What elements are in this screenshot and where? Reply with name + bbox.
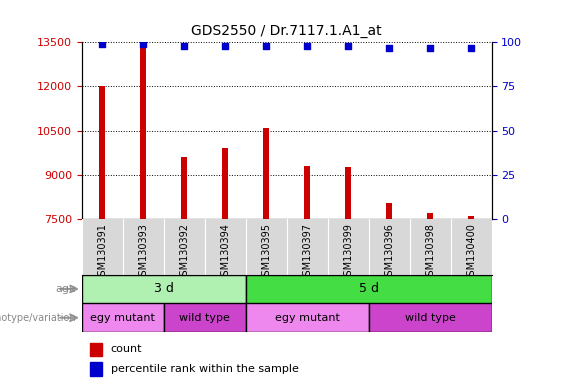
Point [180, 43, 189, 49]
Bar [345, 167, 351, 219]
Text: GSM130397: GSM130397 [302, 223, 312, 282]
Text: GSM130394: GSM130394 [220, 223, 231, 282]
Bar [140, 44, 146, 219]
Text: GSM130399: GSM130399 [343, 223, 353, 282]
Point [262, 43, 271, 49]
Bar [82, 275, 246, 303]
Text: wild type: wild type [405, 313, 455, 323]
Bar [246, 275, 492, 303]
Bar [263, 127, 270, 219]
Text: egy mutant: egy mutant [275, 313, 340, 323]
Bar [386, 203, 392, 219]
Bar [369, 303, 492, 332]
Text: GSM130398: GSM130398 [425, 223, 435, 282]
Bar [468, 216, 474, 219]
Text: GSM130393: GSM130393 [138, 223, 149, 282]
Bar [181, 157, 188, 219]
Point [98, 41, 107, 47]
Bar [82, 303, 164, 332]
Bar [304, 166, 310, 219]
Point [425, 45, 434, 51]
Bar [99, 86, 106, 219]
Text: GSM130391: GSM130391 [97, 223, 107, 282]
Title: GDS2550 / Dr.7117.1.A1_at: GDS2550 / Dr.7117.1.A1_at [192, 25, 382, 38]
Point [139, 41, 148, 47]
Bar [246, 303, 369, 332]
Point [467, 45, 476, 51]
Text: egy mutant: egy mutant [90, 313, 155, 323]
Text: percentile rank within the sample: percentile rank within the sample [111, 364, 298, 374]
Point [344, 43, 353, 49]
Bar [90, 343, 102, 356]
Point [385, 45, 394, 51]
Point [221, 43, 230, 49]
Bar [164, 303, 246, 332]
Text: GSM130396: GSM130396 [384, 223, 394, 282]
Point [303, 43, 312, 49]
Text: GSM130400: GSM130400 [466, 223, 476, 282]
Bar [90, 362, 102, 376]
Text: GSM130392: GSM130392 [179, 223, 189, 282]
Bar [222, 148, 228, 219]
Bar [427, 213, 433, 219]
Text: count: count [111, 344, 142, 354]
Text: 5 d: 5 d [359, 283, 379, 295]
Text: 3 d: 3 d [154, 283, 174, 295]
Text: GSM130395: GSM130395 [261, 223, 271, 282]
Text: genotype/variation: genotype/variation [0, 313, 76, 323]
Text: wild type: wild type [179, 313, 231, 323]
Text: age: age [55, 284, 76, 294]
